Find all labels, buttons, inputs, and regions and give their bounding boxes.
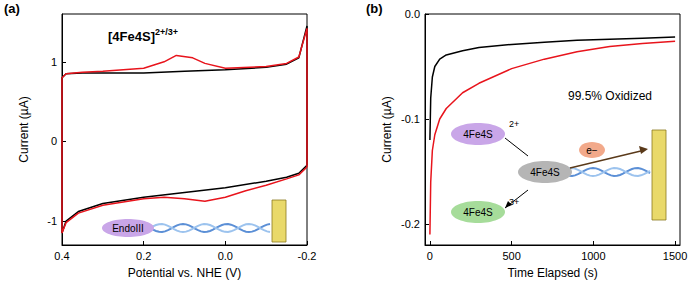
svg-text:(a): (a): [4, 1, 20, 16]
svg-text:e−: e−: [586, 145, 598, 156]
svg-text:4Fe4S: 4Fe4S: [463, 129, 493, 140]
svg-text:-0.1: -0.1: [401, 113, 420, 125]
svg-text:3+: 3+: [509, 197, 519, 207]
svg-text:EndoIII: EndoIII: [112, 223, 144, 234]
svg-text:0: 0: [427, 250, 433, 262]
svg-text:-0.2: -0.2: [298, 250, 317, 262]
svg-text:4Fe4S: 4Fe4S: [530, 167, 560, 178]
svg-text:0.4: 0.4: [54, 250, 69, 262]
svg-text:99.5% Oxidized: 99.5% Oxidized: [568, 89, 652, 103]
svg-text:-1: -1: [47, 215, 57, 227]
svg-text:-0.2: -0.2: [401, 218, 420, 230]
svg-text:Current (µA): Current (µA): [17, 96, 31, 162]
svg-text:Current (µA): Current (µA): [380, 96, 394, 162]
svg-text:500: 500: [502, 250, 520, 262]
svg-text:Time Elapsed (s): Time Elapsed (s): [507, 266, 597, 280]
svg-text:1000: 1000: [581, 250, 605, 262]
svg-text:Potential vs. NHE (V): Potential vs. NHE (V): [128, 266, 241, 280]
svg-text:0.0: 0.0: [405, 8, 420, 20]
svg-text:0: 0: [51, 135, 57, 147]
svg-text:0.0: 0.0: [218, 250, 233, 262]
svg-text:1500: 1500: [663, 250, 687, 262]
svg-text:1: 1: [51, 56, 57, 68]
svg-text:[4Fe4S]: [4Fe4S]: [108, 29, 155, 44]
svg-text:0.2: 0.2: [136, 250, 151, 262]
svg-text:2+/3+: 2+/3+: [155, 27, 178, 37]
svg-text:2+: 2+: [509, 119, 519, 129]
svg-text:(b): (b): [366, 1, 383, 16]
svg-text:4Fe4S: 4Fe4S: [463, 207, 493, 218]
